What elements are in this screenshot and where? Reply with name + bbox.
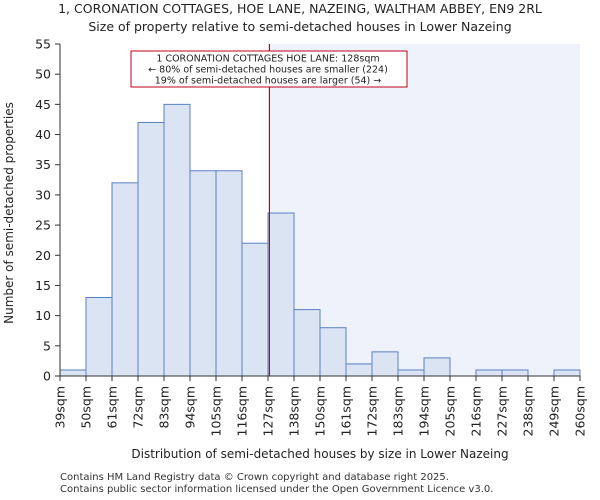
bar xyxy=(163,103,191,377)
annotation-box xyxy=(130,50,408,88)
y-tick-label: 30 xyxy=(35,187,51,202)
bar xyxy=(85,297,113,377)
y-tick-label: 40 xyxy=(35,127,51,142)
bar xyxy=(475,369,503,377)
x-tick-label: 94sqm xyxy=(183,386,198,429)
x-tick-label: 227sqm xyxy=(495,386,510,436)
x-tick-label: 183sqm xyxy=(391,386,406,436)
annotation-line-3: 19% of semi-detached houses are larger (… xyxy=(155,76,382,87)
annotation-line-2: ← 80% of semi-detached houses are smalle… xyxy=(148,65,388,76)
x-tick-label: 39sqm xyxy=(53,386,68,429)
x-tick-label: 172sqm xyxy=(365,386,380,436)
bar xyxy=(371,351,399,377)
y-tick-label: 35 xyxy=(35,157,51,172)
y-tick-label: 5 xyxy=(43,338,51,353)
chart-subtitle: Size of property relative to semi-detach… xyxy=(88,19,512,34)
bar xyxy=(59,369,87,377)
x-tick-label: 249sqm xyxy=(547,386,562,436)
x-tick-label: 260sqm xyxy=(573,386,588,436)
y-tick-label: 25 xyxy=(35,218,51,233)
bars-layer xyxy=(59,103,581,377)
bar xyxy=(267,212,295,377)
y-tick-label: 20 xyxy=(35,248,51,263)
bar xyxy=(137,121,165,377)
x-tick-label: 161sqm xyxy=(339,386,354,436)
annotation-layer: 1 CORONATION COTTAGES HOE LANE: 128sqm← … xyxy=(130,44,408,376)
x-tick-label: 127sqm xyxy=(261,386,276,436)
x-tick-label: 138sqm xyxy=(287,386,302,436)
axes-layer: 0 5 10 15 20 25 30 35 40 45 50 55 39sqm 50sqm 61sqm 72s… xyxy=(35,37,587,437)
x-tick-label: 216sqm xyxy=(469,386,484,436)
x-tick-label: 116sqm xyxy=(235,386,250,436)
bar xyxy=(319,327,347,377)
y-axis-label: Number of semi-detached properties xyxy=(2,102,16,324)
bar xyxy=(423,357,451,377)
y-tick-label: 15 xyxy=(35,278,51,293)
bar xyxy=(111,182,139,377)
bar xyxy=(397,369,425,377)
footer-copyright: Contains HM Land Registry data © Crown c… xyxy=(60,472,449,483)
y-tick-label: 50 xyxy=(35,67,51,82)
x-tick-label: 105sqm xyxy=(209,386,224,436)
larger-region-shading xyxy=(269,44,580,376)
y-tick-label: 0 xyxy=(43,369,51,384)
x-tick-label: 61sqm xyxy=(105,386,120,429)
bar xyxy=(553,369,581,377)
x-axis-label: Distribution of semi-detached houses by … xyxy=(131,447,508,461)
x-tick-label: 238sqm xyxy=(521,386,536,436)
annotation-line-1: 1 CORONATION COTTAGES HOE LANE: 128sqm xyxy=(156,54,379,65)
x-tick-label: 50sqm xyxy=(79,386,94,429)
x-tick-label: 72sqm xyxy=(131,386,146,429)
chart-title: 1, CORONATION COTTAGES, HOE LANE, NAZEIN… xyxy=(58,1,542,16)
x-tick-label: 83sqm xyxy=(157,386,172,429)
bar xyxy=(189,170,217,377)
y-tick-label: 10 xyxy=(35,308,51,323)
x-tick-label: 194sqm xyxy=(417,386,432,436)
bar xyxy=(215,170,243,377)
y-tick-label: 55 xyxy=(35,37,51,52)
highlight-region-layer xyxy=(269,44,580,376)
bar xyxy=(241,242,269,377)
bar xyxy=(293,309,321,377)
bar xyxy=(501,369,529,377)
x-tick-label: 150sqm xyxy=(313,386,328,436)
x-tick-label: 205sqm xyxy=(443,386,458,436)
footer-licence: Contains public sector information licen… xyxy=(60,484,494,495)
y-tick-label: 45 xyxy=(35,97,51,112)
bar xyxy=(345,363,373,377)
